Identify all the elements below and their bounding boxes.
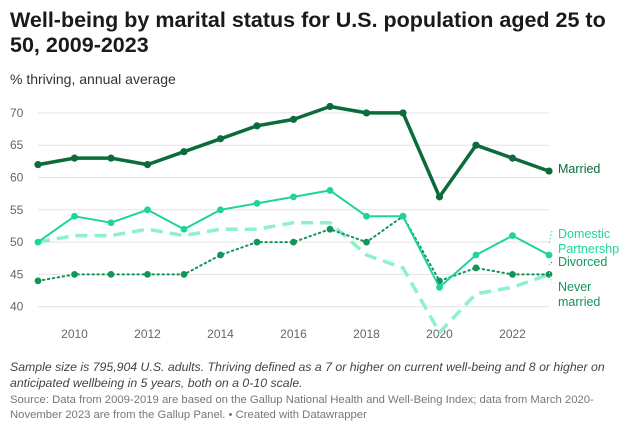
data-point — [253, 238, 261, 246]
data-point — [289, 115, 298, 123]
series-label: Married — [558, 162, 600, 176]
y-tick-label: 70 — [10, 106, 24, 120]
data-point — [545, 271, 553, 278]
data-point — [217, 206, 224, 214]
series-label-line: Married — [558, 162, 600, 176]
y-tick-label: 60 — [10, 171, 24, 185]
chart-subtitle: % thriving, annual average — [10, 71, 176, 87]
data-point — [180, 225, 188, 233]
data-point — [509, 232, 516, 240]
chart-notes: Sample size is 795,904 U.S. adults. Thri… — [10, 360, 605, 390]
y-tick-label: 55 — [10, 203, 24, 217]
data-point — [399, 212, 407, 220]
series-label-line: Domestic — [558, 227, 610, 241]
x-tick-label: 2012 — [134, 327, 161, 341]
label-leader — [548, 230, 553, 245]
x-tick-label: 2018 — [353, 327, 380, 341]
data-point — [71, 212, 78, 220]
data-point — [144, 206, 151, 214]
data-point — [509, 271, 516, 278]
data-point — [107, 271, 115, 278]
chart-title: Well-being by marital status for U.S. po… — [10, 8, 606, 57]
data-point — [436, 283, 443, 291]
data-point — [435, 193, 444, 201]
data-point — [472, 264, 480, 272]
series-label-line: Divorced — [558, 255, 607, 269]
y-tick-label: 65 — [10, 138, 24, 152]
data-point — [34, 160, 42, 169]
x-tick-label: 2010 — [61, 327, 88, 341]
y-tick-label: 40 — [10, 300, 24, 314]
data-point — [107, 154, 115, 162]
data-point — [180, 148, 188, 156]
y-tick-label: 45 — [10, 267, 24, 281]
x-tick-label: 2022 — [499, 327, 526, 341]
data-point — [70, 154, 79, 162]
series-label: Domestic Partnershp — [558, 227, 619, 256]
data-point — [545, 251, 553, 259]
series-label-line: Partnershp — [558, 242, 619, 256]
data-point — [362, 109, 371, 117]
data-point — [143, 160, 152, 169]
data-point — [107, 219, 115, 227]
label-leader — [548, 261, 553, 266]
data-point — [363, 212, 370, 220]
data-point — [253, 199, 261, 207]
series-line — [37, 220, 550, 335]
data-point — [508, 154, 517, 162]
x-tick-label: 2014 — [207, 327, 234, 341]
data-point — [326, 187, 334, 194]
data-point — [34, 238, 42, 246]
chart-source: Source: Data from 2009-2019 are based on… — [10, 394, 594, 421]
series-label: Divorced — [558, 255, 607, 269]
data-point — [216, 135, 225, 143]
data-point — [253, 122, 261, 130]
data-point — [217, 251, 224, 259]
data-point — [144, 271, 151, 278]
data-point — [290, 193, 297, 201]
series-label-line: Never — [558, 280, 591, 294]
series-line — [37, 215, 550, 282]
y-tick-label: 50 — [10, 235, 24, 249]
series-never-married — [37, 220, 550, 335]
data-point — [545, 167, 553, 175]
data-point — [472, 141, 480, 149]
data-point — [34, 277, 42, 285]
label-leader — [548, 270, 553, 285]
series-label: Never married — [558, 280, 600, 309]
data-point — [326, 225, 334, 233]
x-tick-label: 2016 — [280, 327, 307, 341]
data-point — [472, 251, 480, 259]
data-point — [399, 109, 407, 117]
data-point — [290, 238, 297, 246]
data-point — [180, 271, 188, 278]
data-point — [71, 271, 78, 278]
data-point — [326, 102, 334, 111]
series-label-line: married — [558, 295, 600, 309]
series-domestic-partnershp — [34, 187, 553, 291]
data-point — [363, 238, 370, 246]
series-married — [34, 102, 553, 201]
